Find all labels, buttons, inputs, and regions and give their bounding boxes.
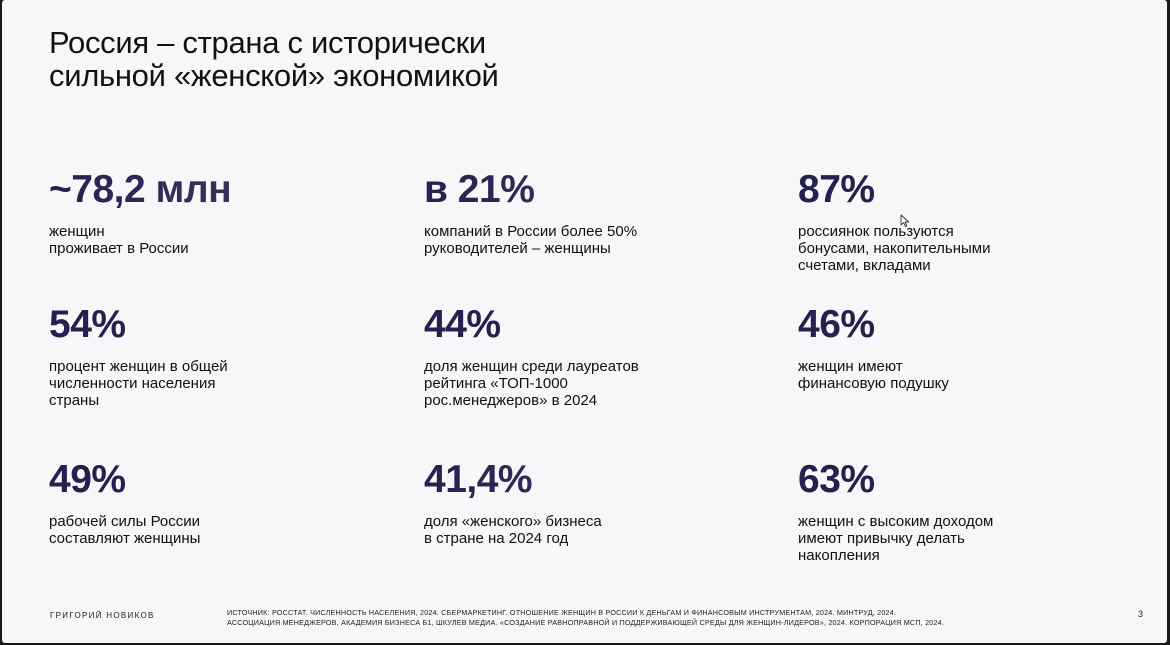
stat-women-top-managers: 44% доля женщин среди лауреатов рейтинга… [424, 303, 754, 410]
stat-value: 46% [798, 303, 875, 346]
stat-description: женщин с высоким доходом имеют привычку … [798, 513, 994, 564]
stat-value: 41,4% [424, 460, 754, 500]
stat-description: процент женщин в общей численности насел… [49, 358, 228, 409]
stat-description: рабочей силы России составляют женщины [49, 513, 201, 547]
stat-women-share-population: 54% процент женщин в общей численности н… [49, 303, 379, 410]
stat-value: в 21% [424, 170, 754, 210]
stat-value: 49% [49, 458, 126, 501]
slide-title: Россия – страна с исторически сильной «ж… [49, 25, 499, 93]
stat-high-income-savings: 63% женщин с высоким доходом имеют привы… [798, 458, 1128, 565]
stat-value: ~78,2 млн [49, 170, 379, 210]
stat-description: доля женщин среди лауреатов рейтинга «ТО… [424, 358, 639, 409]
stat-description: женщин проживает в России [49, 223, 189, 257]
arrow-cursor-icon [900, 214, 910, 228]
stat-description: доля «женского» бизнеса в стране на 2024… [424, 513, 602, 547]
footer-sources: ИСТОЧНИК: РОССТАТ. ЧИСЛЕННОСТЬ НАСЕЛЕНИЯ… [227, 608, 945, 627]
stat-description: россиянок пользуются бонусами, накопител… [798, 223, 991, 274]
stat-women-workforce: 49% рабочей силы России составляют женщи… [49, 458, 379, 548]
footer-author: ГРИГОРИЙ НОВИКОВ [50, 611, 155, 620]
stat-financial-cushion: 46% женщин имеют финансовую подушку [798, 303, 1128, 393]
stat-value: 87% [798, 168, 875, 211]
stat-women-population: ~78,2 млн женщин проживает в России [49, 170, 379, 258]
stat-female-led-companies: в 21% компаний в России более 50% руково… [424, 170, 754, 258]
stat-value: 63% [798, 458, 875, 501]
stat-description: женщин имеют финансовую подушку [798, 358, 949, 392]
stat-description: компаний в России более 50% руководителе… [424, 223, 638, 257]
stat-value: 54% [49, 303, 126, 346]
stat-female-business-share: 41,4% доля «женского» бизнеса в стране н… [424, 460, 754, 548]
stat-savings-products: 87% россиянок пользуются бонусами, накоп… [798, 168, 1128, 275]
page-number: 3 [1138, 609, 1144, 619]
stat-value: 44% [424, 303, 501, 346]
